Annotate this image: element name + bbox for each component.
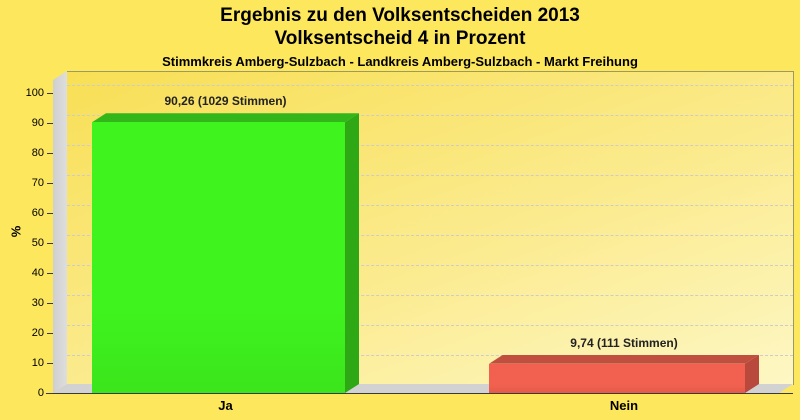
- plot-3d-floor: [53, 384, 793, 393]
- chart-title-line1: Ergebnis zu den Volksentscheiden 2013: [220, 5, 580, 26]
- bar-ja-value-label: 90,26 (1029 Stimmen): [164, 94, 287, 109]
- bar-ja-side-face: [345, 113, 359, 393]
- gridline-60: [67, 205, 793, 206]
- category-label-nein: Nein: [609, 398, 639, 413]
- gridline-10: [67, 355, 793, 356]
- gridline-40: [67, 265, 793, 266]
- plot-3d-left-wall: [53, 71, 67, 393]
- category-label-ja: Ja: [218, 398, 233, 413]
- gridline-100: [67, 85, 793, 86]
- bar-nein-value-label: 9,74 (111 Stimmen): [570, 335, 678, 350]
- gridline-50: [67, 235, 793, 236]
- gridline-30: [67, 295, 793, 296]
- chart-title-line2: Volksentscheid 4 in Prozent: [274, 28, 526, 49]
- bar-nein: [489, 363, 745, 393]
- x-axis-line: [46, 393, 793, 394]
- bar-ja-top-face: [92, 113, 359, 122]
- gridline-70: [67, 175, 793, 176]
- gridline-90: [67, 115, 793, 116]
- gridline-80: [67, 145, 793, 146]
- gridline-20: [67, 325, 793, 326]
- bar-ja: [92, 122, 345, 393]
- chart-subtitle: Stimmkreis Amberg-Sulzbach - Landkreis A…: [162, 54, 638, 69]
- bar-nein-side-face: [745, 355, 759, 393]
- bar-nein-top-face: [489, 355, 759, 364]
